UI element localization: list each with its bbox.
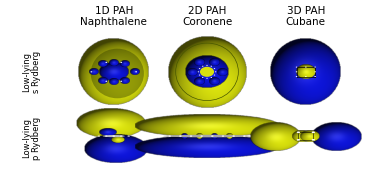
Ellipse shape bbox=[169, 136, 171, 137]
Ellipse shape bbox=[296, 71, 297, 72]
Ellipse shape bbox=[91, 71, 92, 72]
Ellipse shape bbox=[296, 76, 297, 77]
Ellipse shape bbox=[314, 76, 316, 77]
Ellipse shape bbox=[312, 132, 315, 133]
Ellipse shape bbox=[120, 62, 122, 63]
Ellipse shape bbox=[243, 136, 245, 137]
Text: 1D PAH
Naphthalene: 1D PAH Naphthalene bbox=[80, 6, 147, 27]
Ellipse shape bbox=[211, 136, 214, 137]
Ellipse shape bbox=[202, 66, 203, 67]
Ellipse shape bbox=[91, 49, 144, 98]
Ellipse shape bbox=[296, 67, 297, 68]
Ellipse shape bbox=[214, 74, 215, 76]
Ellipse shape bbox=[120, 81, 122, 82]
Ellipse shape bbox=[314, 71, 316, 72]
Ellipse shape bbox=[214, 68, 215, 69]
Ellipse shape bbox=[314, 67, 316, 68]
Ellipse shape bbox=[206, 65, 208, 66]
Ellipse shape bbox=[128, 136, 130, 137]
Ellipse shape bbox=[305, 76, 307, 77]
Ellipse shape bbox=[199, 68, 200, 69]
Ellipse shape bbox=[98, 136, 100, 137]
Ellipse shape bbox=[163, 135, 251, 137]
Ellipse shape bbox=[232, 136, 235, 137]
Text: Low-lying
s Rydberg: Low-lying s Rydberg bbox=[22, 51, 41, 93]
Ellipse shape bbox=[103, 135, 125, 137]
Text: 3D PAH
Cubane: 3D PAH Cubane bbox=[286, 6, 326, 27]
Ellipse shape bbox=[198, 71, 199, 72]
Ellipse shape bbox=[312, 139, 315, 141]
Ellipse shape bbox=[206, 78, 208, 79]
Ellipse shape bbox=[297, 139, 300, 141]
Ellipse shape bbox=[200, 136, 203, 137]
Text: 2D PAH
Coronene: 2D PAH Coronene bbox=[182, 6, 232, 27]
Ellipse shape bbox=[305, 67, 307, 68]
Ellipse shape bbox=[120, 136, 122, 137]
Ellipse shape bbox=[211, 66, 212, 67]
Ellipse shape bbox=[190, 136, 192, 137]
Ellipse shape bbox=[222, 136, 224, 137]
Ellipse shape bbox=[106, 81, 107, 82]
Ellipse shape bbox=[113, 136, 115, 137]
Ellipse shape bbox=[202, 77, 203, 78]
Ellipse shape bbox=[135, 71, 137, 72]
Ellipse shape bbox=[297, 132, 300, 133]
Ellipse shape bbox=[106, 62, 107, 63]
Ellipse shape bbox=[200, 67, 214, 77]
Text: Low-lying
p Rydberg: Low-lying p Rydberg bbox=[22, 116, 41, 160]
Ellipse shape bbox=[199, 74, 200, 76]
Ellipse shape bbox=[211, 77, 212, 78]
Ellipse shape bbox=[179, 136, 182, 137]
Ellipse shape bbox=[105, 136, 107, 137]
Ellipse shape bbox=[215, 71, 216, 72]
